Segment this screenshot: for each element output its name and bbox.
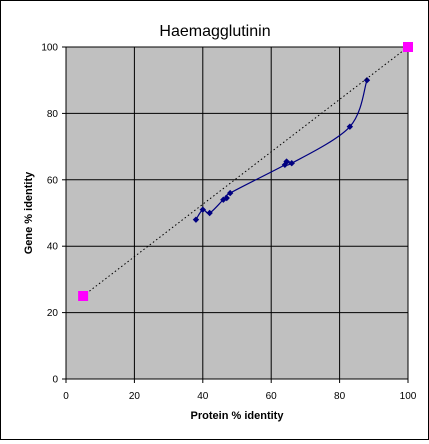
data-point (223, 194, 230, 202)
chart-title: Haemagglutinin (159, 23, 270, 40)
x-tick-label: 100 (400, 391, 417, 402)
reference-point (78, 291, 89, 301)
x-tick-labels: 0 20 40 60 80 100 (63, 391, 417, 402)
y-tick-label: 100 (41, 43, 58, 54)
x-tick-label: 20 (129, 391, 141, 402)
data-point (283, 158, 290, 165)
series (78, 42, 413, 301)
data-point (288, 160, 295, 167)
x-tick-label: 0 (63, 391, 69, 402)
y-axis-title: Gene % identity (23, 171, 35, 254)
x-axis-title: Protein % identity (191, 410, 285, 422)
data-point (226, 189, 234, 197)
data-point (363, 77, 371, 84)
x-tick-label: 80 (334, 391, 346, 402)
grid-lines (65, 46, 409, 380)
reference-line (82, 46, 409, 297)
y-tick-label: 40 (47, 242, 59, 253)
data-point (199, 206, 206, 213)
y-tick-label: 60 (47, 175, 59, 186)
y-tick-label: 20 (47, 308, 59, 319)
data-point (192, 216, 200, 223)
y-tick-labels: 0 20 40 60 80 100 (41, 43, 58, 386)
y-tick-label: 80 (47, 109, 59, 120)
reference-point (403, 42, 413, 52)
data-point (206, 209, 213, 217)
data-point (346, 123, 354, 130)
y-tick-label: 0 (52, 375, 58, 386)
x-tick-label: 40 (197, 391, 209, 402)
x-tick-label: 60 (266, 391, 278, 402)
axes (62, 46, 409, 383)
plot-area (65, 46, 409, 380)
